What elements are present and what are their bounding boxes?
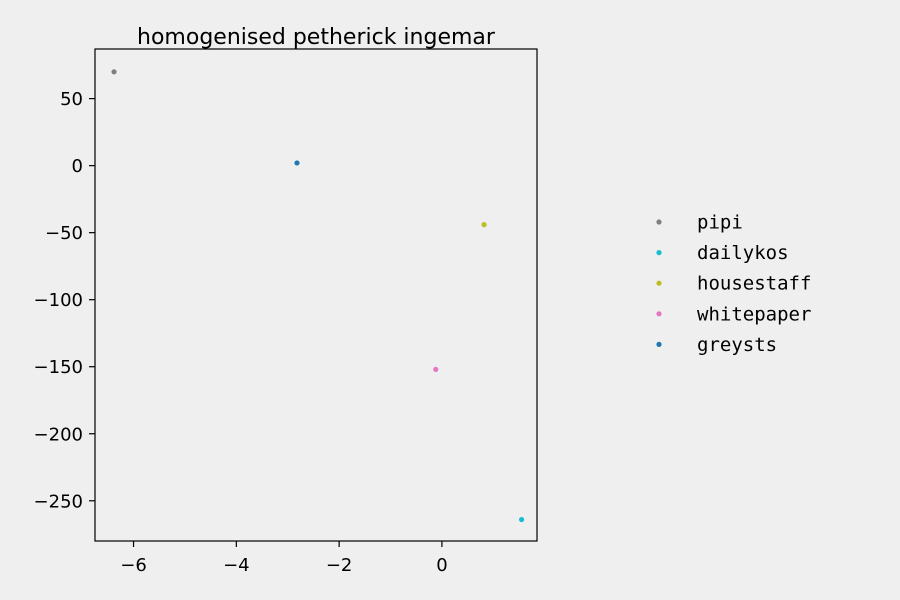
x-axis: −6 −4 −2 0 <box>120 541 448 576</box>
data-point-whitepaper <box>433 366 439 373</box>
legend-label-whitepaper: whitepaper <box>697 303 811 325</box>
legend-label-dailykos: dailykos <box>697 242 789 264</box>
legend-label-housestaff: housestaff <box>697 273 811 295</box>
legend-label-pipi: pipi <box>697 212 743 234</box>
data-points <box>111 69 525 523</box>
legend-marker-dailykos <box>656 250 662 256</box>
legend: pipi dailykos housestaff whitepaper greysts <box>656 212 811 356</box>
y-tick-label: −200 <box>34 424 83 445</box>
legend-marker-whitepaper <box>656 311 662 317</box>
y-tick-label: 0 <box>72 156 83 177</box>
x-tick-label: −2 <box>326 555 353 576</box>
y-axis: 50 0 −50 −100 −150 −200 −250 <box>34 89 95 512</box>
data-point-greysts <box>294 160 300 166</box>
x-tick-label: 0 <box>436 555 447 576</box>
legend-marker-housestaff <box>656 280 662 286</box>
plot-area <box>94 48 538 542</box>
chart-title: homogenised petherick ingemar <box>137 25 496 50</box>
legend-label-greysts: greysts <box>697 334 777 356</box>
x-tick-label: −4 <box>223 555 250 576</box>
data-point-dailykos <box>518 516 525 523</box>
data-point-housestaff <box>481 222 487 228</box>
y-tick-label: −100 <box>34 290 83 311</box>
y-tick-label: −250 <box>34 491 83 512</box>
y-tick-label: −50 <box>45 223 83 244</box>
y-tick-label: −150 <box>34 357 83 378</box>
legend-marker-pipi <box>656 219 662 225</box>
x-tick-label: −6 <box>120 555 147 576</box>
data-point-pipi <box>111 69 117 75</box>
y-tick-label: 50 <box>60 89 83 110</box>
legend-marker-greysts <box>656 341 662 347</box>
